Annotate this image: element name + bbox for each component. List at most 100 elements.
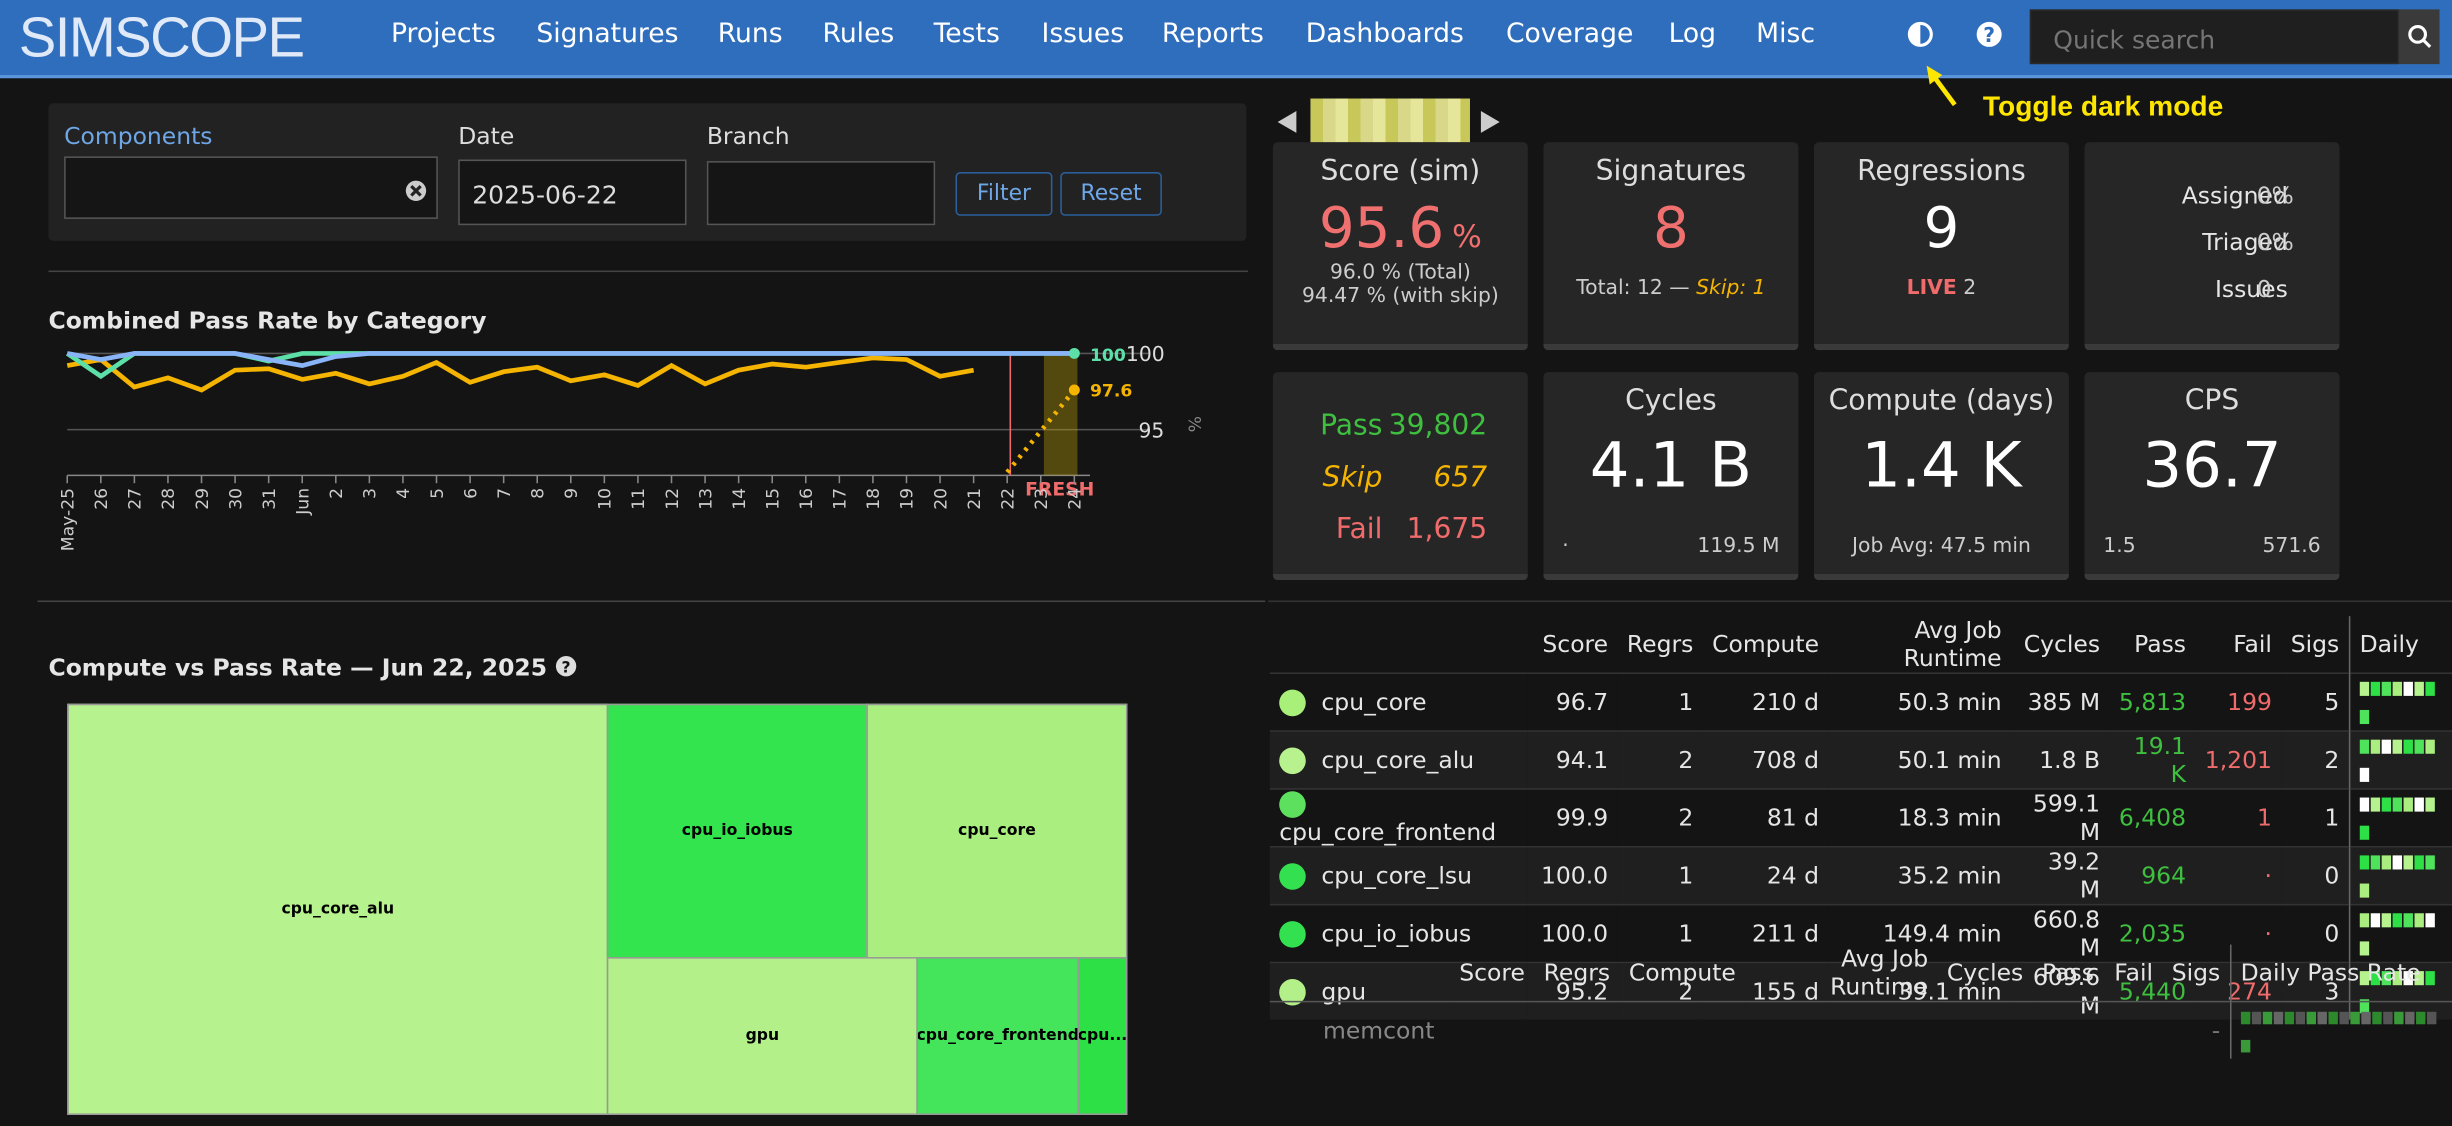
sparkline-cell (2392, 739, 2402, 754)
row-cycles: 385 M (2027, 688, 2101, 717)
row-sigs: - (2211, 1016, 2221, 1045)
nav-log[interactable]: Log (1668, 18, 1717, 51)
triangle-right-icon[interactable] (1479, 109, 1501, 134)
row-name[interactable]: gpu (1270, 963, 1529, 1020)
quick-search[interactable] (2029, 9, 2401, 65)
end-point (1068, 347, 1080, 359)
treemap-cell[interactable]: cpu_core_frontend (916, 957, 1080, 1115)
col-cycles[interactable]: Cycles (1946, 958, 2024, 987)
components-field[interactable] (64, 156, 438, 219)
row-name[interactable]: cpu_core_frontend (1270, 789, 1529, 847)
pfs-values: 39,802 657 1,675 (1389, 400, 1487, 555)
treemap-cell[interactable]: cpu_core (866, 703, 1128, 959)
series-line (66, 355, 975, 393)
search-button[interactable] (2398, 9, 2440, 65)
sparkline-cell (2381, 855, 2391, 870)
table-row[interactable]: cpu_core 96.7 1 210 d 50.3 min 385 M 5,813 199 5 (1269, 673, 2452, 732)
assignment-values: 0% 0% 0 (2257, 172, 2294, 313)
col-regrs[interactable]: Regrs (1543, 958, 1611, 987)
table-row[interactable]: cpu_core_alu 94.1 2 708 d 50.1 min 1.8 B 19.1 … (1269, 731, 2452, 789)
row-fail: 1,201 (2204, 745, 2272, 775)
treemap-cell[interactable]: gpu (606, 957, 918, 1115)
x-tick-label: 14 (730, 488, 750, 510)
question-circle-icon[interactable]: ? (555, 655, 577, 677)
row-name[interactable]: cpu_core_alu (1270, 731, 1529, 789)
col-score[interactable]: Score (1459, 958, 1525, 987)
col-sigs[interactable]: Sigs (2290, 630, 2340, 659)
half-circle-icon[interactable] (1906, 20, 1934, 48)
nav-issues[interactable]: Issues (1041, 18, 1125, 51)
treemap-cell[interactable]: cpu_core_alu (67, 703, 609, 1115)
nav-misc[interactable]: Misc (1756, 18, 1815, 51)
nav-reports[interactable]: Reports (1161, 18, 1264, 51)
sparkline-cell (2240, 1039, 2250, 1053)
card-title: Regressions (1857, 154, 2026, 188)
card-title: Score (sim) (1320, 154, 1481, 188)
issues-label: Issues (2214, 275, 2288, 304)
row-score: 100.0 (1540, 919, 1609, 948)
sparkline-cell (2414, 681, 2424, 696)
sparkline-cell (2359, 825, 2369, 840)
row-pass: 5,440 (2118, 977, 2187, 1006)
triangle-left-icon[interactable] (1276, 109, 1298, 134)
col-fail[interactable]: Fail (2114, 958, 2153, 987)
nav-signatures[interactable]: Signatures (536, 18, 679, 51)
reset-button[interactable]: Reset (1060, 172, 1162, 216)
col-pass[interactable]: Pass (2042, 958, 2094, 987)
component-name: cpu_io_iobus (1321, 919, 1472, 948)
cycles-card: Cycles 4.1 B · 119.5 M (1543, 372, 1799, 581)
row-score: 96.7 (1555, 688, 1609, 717)
col-avg-job-runtime[interactable]: Avg Job Runtime (1903, 616, 2002, 673)
col-avg-job-runtime[interactable]: Avg Job Runtime (1830, 944, 1929, 1001)
filter-button[interactable]: Filter (955, 172, 1053, 216)
table-row[interactable]: cpu_core_frontend 99.9 2 81 d 18.3 min 599.1 … (1269, 788, 2452, 847)
search-input[interactable] (2050, 23, 2401, 57)
series-line (66, 351, 1075, 369)
row-name[interactable]: memcont (1322, 1016, 1435, 1045)
date-field[interactable]: 2025-06-22 (458, 159, 687, 226)
col-fail[interactable]: Fail (2233, 630, 2272, 659)
nav-dashboards[interactable]: Dashboards (1305, 18, 1464, 51)
x-tick-label: 23 (1032, 488, 1052, 510)
row-name[interactable]: cpu_io_iobus (1270, 905, 1529, 963)
nav-projects[interactable]: Projects (390, 18, 496, 51)
question-icon[interactable]: ? (1975, 20, 2003, 48)
x-tick-label: 20 (931, 488, 951, 510)
fresh-label: FRESH (1025, 480, 1094, 501)
treemap-cell[interactable]: cpu... (1077, 957, 1128, 1115)
sparkline-cell (2361, 1011, 2371, 1025)
nav-coverage[interactable]: Coverage (1505, 18, 1634, 51)
app-logo[interactable]: SIMSCOPE (18, 4, 305, 69)
row-empty-cell (1745, 1002, 1937, 1059)
col-sigs[interactable]: Sigs (2171, 958, 2221, 987)
nav-runs[interactable]: Runs (717, 18, 783, 51)
nav-tests[interactable]: Tests (933, 18, 1000, 51)
col-pass[interactable]: Pass (2134, 630, 2187, 659)
row-compute: 81 d (1766, 803, 1820, 832)
sparkline-cell (2392, 681, 2402, 696)
row-name[interactable]: cpu_core (1270, 673, 1529, 731)
col-compute[interactable]: Compute (1712, 630, 1820, 659)
row-regrs: 2 (1678, 803, 1694, 832)
treemap-cell[interactable]: cpu_io_iobus (606, 703, 868, 959)
nav-rules[interactable]: Rules (822, 18, 895, 51)
divider (37, 600, 1266, 603)
col-compute[interactable]: Compute (1628, 958, 1736, 987)
table-row[interactable]: cpu_core_lsu 100.0 1 24 d 35.2 min 39.2 M 964 ·… (1269, 846, 2452, 905)
row-name[interactable]: cpu_core_lsu (1270, 847, 1529, 905)
col-score[interactable]: Score (1542, 630, 1609, 659)
col-cycles[interactable]: Cycles (2023, 630, 2101, 659)
branch-field[interactable] (706, 161, 936, 226)
row-regrs: 2 (1678, 977, 1694, 1006)
row-compute: 24 d (1766, 861, 1820, 890)
sparkline-cell (2415, 1011, 2426, 1025)
col-daily-pass-rate[interactable]: Daily Pass Rate (2229, 944, 2452, 1002)
table-row[interactable]: memcont - (1269, 1001, 2452, 1059)
clear-icon[interactable] (405, 180, 427, 202)
col-daily[interactable]: Daily (2348, 616, 2452, 674)
chart-title: Combined Pass Rate by Category (48, 306, 487, 335)
x-tick-label: 4 (394, 488, 414, 499)
component-name: gpu (1321, 977, 1367, 1006)
col-regrs[interactable]: Regrs (1626, 630, 1694, 659)
row-avg: 39.1 min (1897, 977, 2002, 1006)
